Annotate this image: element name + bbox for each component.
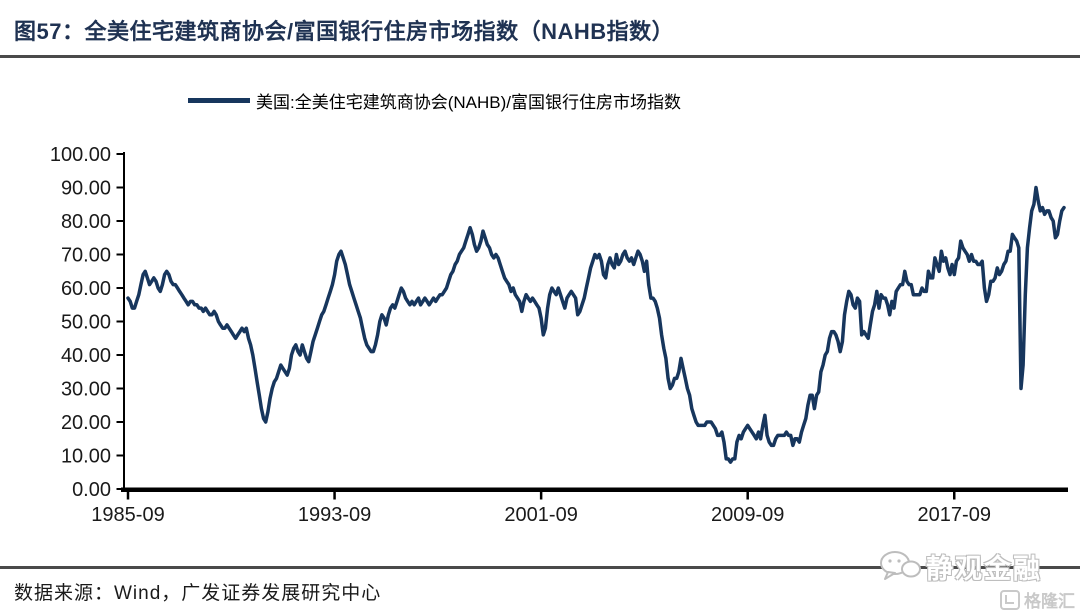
y-axis-labels: 100.00 90.00 80.00 70.00 60.00 50.00 40.00 30.0… (50, 144, 111, 501)
chart-legend: 美国:全美住宅建筑商协会(NAHB)/富国银行住房市场指数 (188, 88, 681, 112)
x-axis (121, 487, 1068, 492)
y-tick-label: 80.00 (61, 211, 111, 233)
gelonghui-logo-icon (1000, 589, 1020, 610)
y-tick-label: 30.00 (61, 379, 111, 401)
y-tick-label: 50.00 (61, 312, 111, 334)
nahb-line-series (126, 185, 1066, 464)
y-tick-label: 90.00 (61, 178, 111, 200)
x-tick-label: 1993-09 (298, 504, 371, 526)
legend-series-label: 美国:全美住宅建筑商协会(NAHB)/富国银行住房市场指数 (256, 92, 681, 112)
x-tick-label: 1985-09 (91, 504, 164, 526)
y-tick-label: 60.00 (61, 278, 111, 300)
y-tick-label: 20.00 (61, 412, 111, 434)
wechat-watermark: 静观金融 (878, 548, 1042, 584)
y-tick-label: 40.00 (61, 345, 111, 367)
gelonghui-watermark-text: 格隆汇 (1024, 592, 1075, 611)
y-tick-label: 0.00 (72, 479, 111, 501)
data-source-note: 数据来源：Wind，广发证券发展研究中心 (14, 583, 382, 604)
y-axis-ticks (116, 153, 124, 490)
y-tick-label: 100.00 (50, 144, 111, 166)
x-tick-label: 2001-09 (504, 504, 577, 526)
chat-bubbles-icon (880, 551, 921, 580)
footer-divider (0, 566, 1080, 569)
y-tick-label: 70.00 (61, 245, 111, 267)
x-axis-ticks (126, 491, 956, 500)
x-tick-label: 2017-09 (918, 504, 991, 526)
gelonghui-watermark: 格隆汇 (1000, 587, 1075, 612)
title-divider (0, 55, 1080, 58)
x-tick-label: 2009-09 (711, 504, 784, 526)
x-axis-labels: 1985-09 1993-09 2001-09 2009-09 2017-09 (91, 504, 991, 526)
figure-title: 图57：全美住宅建筑商协会/富国银行住房市场指数（NAHB指数） (14, 19, 675, 44)
wechat-watermark-text: 静观金融 (926, 553, 1042, 584)
legend-line-marker-icon (188, 97, 250, 103)
y-tick-label: 10.00 (61, 446, 111, 468)
